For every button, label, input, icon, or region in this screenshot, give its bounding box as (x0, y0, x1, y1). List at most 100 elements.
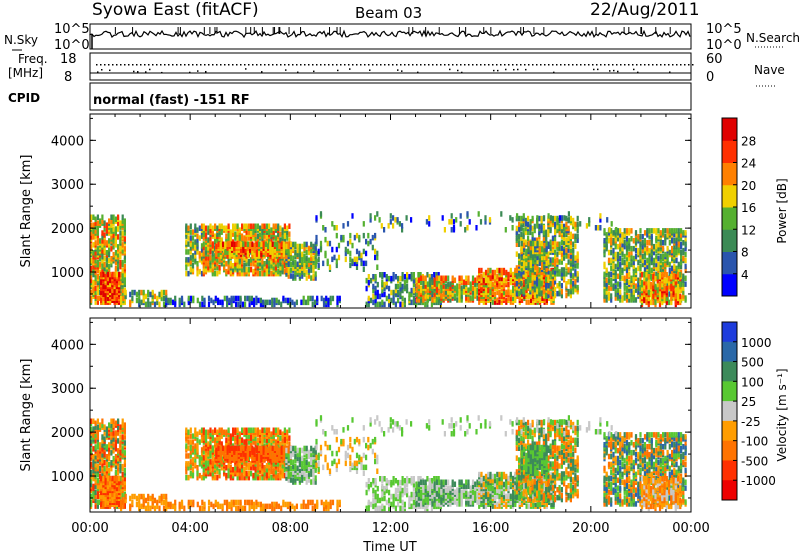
range-time-cell (563, 223, 566, 230)
range-time-cell (131, 289, 134, 296)
range-time-cell (265, 266, 268, 273)
range-time-cell (545, 283, 548, 289)
range-time-cell (639, 283, 642, 289)
range-time-cell (294, 259, 297, 265)
range-time-cell (614, 277, 617, 283)
range-time-cell (108, 422, 111, 428)
range-time-cell (556, 251, 559, 257)
nave-dot (349, 68, 351, 70)
range-time-cell (272, 229, 275, 235)
range-time-cell (572, 217, 575, 224)
range-time-cell (119, 279, 122, 286)
range-time-cell (117, 465, 120, 472)
range-time-cell (394, 287, 397, 294)
range-time-cell (383, 227, 386, 233)
range-time-cell (365, 277, 368, 284)
range-time-cell (458, 297, 461, 303)
range-time-cell (216, 270, 219, 277)
range-time-cell (234, 261, 237, 267)
range-time-cell (520, 254, 523, 261)
range-time-cell (310, 267, 313, 273)
range-time-cell (191, 263, 195, 269)
range-time-cell (460, 285, 463, 291)
range-time-cell (370, 297, 373, 304)
freq-dot (444, 64, 446, 66)
range-time-cell (189, 295, 193, 302)
range-time-cell (639, 234, 642, 240)
range-time-cell (351, 242, 354, 249)
range-time-cell (493, 277, 497, 284)
range-time-cell (639, 249, 642, 256)
range-time-cell (541, 264, 544, 270)
freq-dot (372, 64, 374, 66)
range-time-cell (270, 259, 273, 265)
range-time-cell (558, 284, 561, 291)
range-time-cell (171, 299, 175, 306)
range-time-cell (119, 483, 122, 490)
range-time-cell (90, 273, 93, 280)
range-time-cell (677, 261, 680, 268)
velocity-data-cells (90, 415, 687, 512)
range-time-cell (569, 283, 572, 289)
freq-dot (260, 64, 262, 66)
range-time-cell (232, 223, 235, 229)
range-time-cell (99, 238, 102, 244)
range-time-cell (654, 299, 657, 306)
range-time-cell (94, 234, 97, 240)
range-time-cell (619, 232, 622, 238)
range-time-cell (101, 242, 104, 248)
freq-dot (672, 64, 674, 66)
range-time-cell (94, 438, 97, 444)
range-time-cell (201, 301, 204, 308)
range-time-cell (666, 232, 669, 238)
range-time-cell (684, 281, 687, 287)
range-time-cell (663, 293, 666, 300)
range-time-cell (650, 243, 653, 250)
range-time-cell (214, 270, 217, 277)
range-time-cell (554, 286, 557, 293)
range-time-cell (628, 238, 631, 244)
range-time-cell (524, 284, 527, 291)
range-time-cell (200, 255, 204, 261)
range-time-cell (96, 214, 99, 220)
range-time-cell (560, 251, 563, 257)
range-time-cell (561, 215, 564, 221)
range-time-cell (129, 291, 132, 298)
range-time-cell (101, 438, 104, 444)
range-time-cell (346, 221, 350, 227)
range-time-cell (101, 467, 104, 474)
freq-dot (564, 64, 566, 66)
range-time-cell (420, 297, 423, 303)
range-time-cell (315, 258, 318, 265)
range-time-cell (108, 218, 111, 224)
range-time-cell (256, 270, 259, 277)
range-time-cell (603, 261, 606, 268)
range-time-cell (529, 292, 532, 299)
range-time-cell (542, 229, 545, 236)
range-time-cell (319, 211, 323, 217)
cpid-frame (89, 82, 692, 111)
freq-dot (116, 64, 118, 66)
range-time-cell (312, 243, 315, 250)
range-time-cell (358, 234, 361, 241)
range-time-cell (237, 301, 240, 308)
range-time-cell (123, 279, 126, 286)
range-time-cell (541, 240, 544, 247)
range-time-cell (204, 231, 208, 237)
range-time-cell (229, 261, 232, 267)
range-time-cell (96, 267, 99, 274)
freq-dot (248, 64, 250, 66)
range-time-cell (549, 281, 552, 287)
range-time-cell (227, 223, 230, 229)
range-time-cell (119, 246, 122, 252)
range-time-cell (351, 213, 354, 219)
range-time-cell (576, 284, 579, 291)
range-time-cell (563, 215, 566, 221)
range-time-cell (533, 275, 536, 281)
range-time-cell (388, 275, 391, 282)
range-time-cell (117, 226, 120, 232)
freq-dot (432, 64, 434, 66)
power-cbar-label: Power [dB] (775, 178, 789, 243)
range-time-cell (265, 223, 268, 229)
range-time-cell (643, 265, 647, 272)
